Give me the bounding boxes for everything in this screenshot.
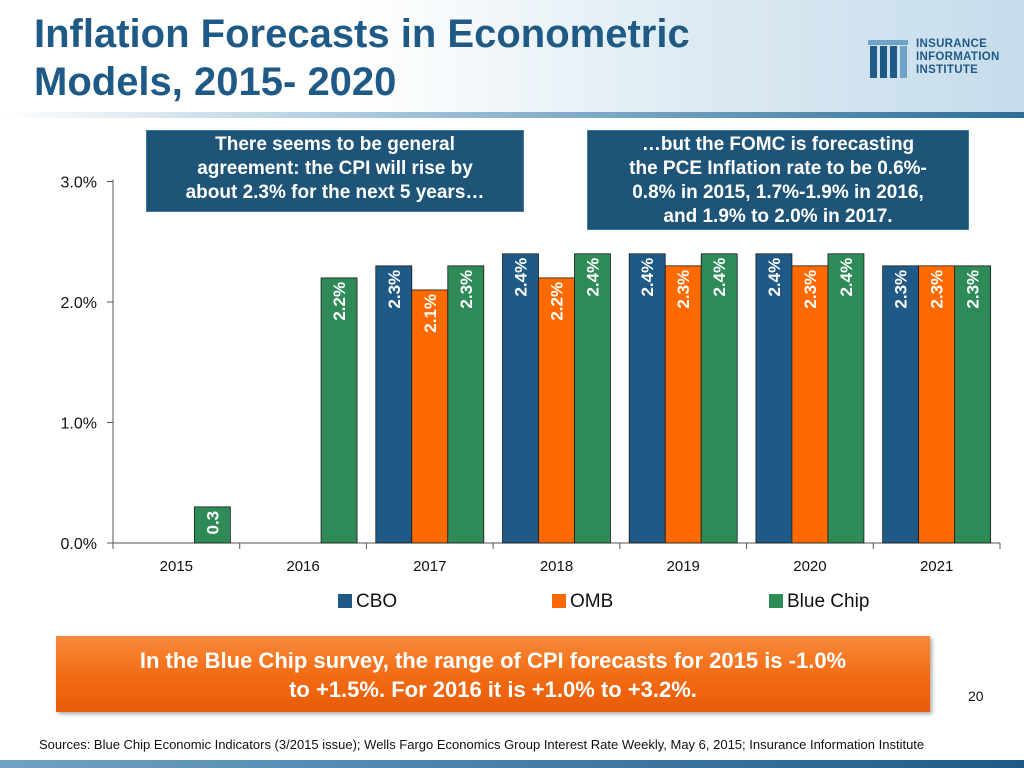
- callout-right-line-1: …but the FOMC is forecasting: [641, 134, 915, 155]
- bar-data-label: 2.1%: [421, 294, 440, 333]
- bar-cbo: [628, 253, 666, 544]
- logo-line-2: INFORMATION: [916, 51, 1000, 63]
- bar-omb: [791, 265, 829, 544]
- chart-legend: CBO OMB Blue Chip: [0, 590, 1024, 614]
- x-tick-label: 2019: [667, 558, 700, 575]
- callout-right-line-2: the PCE Inflation rate to be 0.6%-: [629, 158, 927, 179]
- legend-label-cbo: CBO: [356, 591, 398, 612]
- page-number: 20: [968, 688, 984, 704]
- header-divider: [0, 112, 1024, 118]
- legend-label-omb: OMB: [570, 591, 614, 612]
- bar-data-label: 2.2%: [330, 282, 349, 321]
- bar-data-label: 2.3%: [801, 270, 820, 309]
- bar-data-label: 2.3%: [964, 270, 983, 309]
- bar-blue-chip: [320, 277, 358, 544]
- y-tick-label: 3.0%: [61, 175, 97, 192]
- logo-wordmark: INSURANCE INFORMATION INSTITUTE: [916, 38, 1000, 77]
- x-tick-label: 2021: [920, 558, 953, 575]
- bar-data-label: 0.3: [203, 511, 222, 535]
- callout-left-line-2: agreement: the CPI will rise by: [197, 158, 473, 179]
- x-tick-label: 2017: [413, 558, 446, 575]
- iii-logo: INSURANCE INFORMATION INSTITUTE: [868, 36, 1018, 82]
- legend-label-blue-chip: Blue Chip: [787, 591, 870, 612]
- bar-omb: [664, 265, 702, 544]
- x-tick-label: 2015: [160, 558, 193, 575]
- header-band: [0, 0, 1024, 118]
- bar-data-label: 2.4%: [765, 258, 784, 297]
- bar-omb: [918, 265, 956, 544]
- banner-line-2: to +1.5%. For 2016 it is +1.0% to +3.2%.: [289, 677, 697, 702]
- x-tick-label: 2016: [286, 558, 319, 575]
- y-tick-label: 2.0%: [61, 295, 97, 312]
- bar-data-label: 2.3%: [385, 270, 404, 309]
- y-tick-label: 1.0%: [61, 416, 97, 433]
- y-tick-label: 0.0%: [61, 536, 97, 553]
- callout-right-line-3: 0.8% in 2015, 1.7%-1.9% in 2016,: [632, 182, 924, 203]
- bar-cbo: [882, 265, 920, 544]
- bar-data-label: 2.3%: [457, 270, 476, 309]
- legend-item-blue-chip: Blue Chip: [769, 590, 869, 614]
- sources-note: Sources: Blue Chip Economic Indicators (…: [39, 737, 925, 752]
- bar-cbo: [755, 253, 793, 544]
- callout-left-line-3: about 2.3% for the next 5 years…: [185, 182, 485, 203]
- bar-omb: [538, 277, 575, 544]
- bar-blue-chip: [954, 265, 992, 544]
- callout-fomc-forecast: …but the FOMC is forecasting the PCE Inf…: [587, 130, 969, 230]
- bar-blue-chip: [700, 253, 738, 544]
- bar-data-label: 2.4%: [638, 258, 657, 297]
- bar-blue-chip: [574, 253, 611, 544]
- bar-data-label: 2.4%: [837, 258, 856, 297]
- bar-data-label: 2.3%: [674, 270, 693, 309]
- footer-bar: [0, 760, 1024, 768]
- bar-data-label: 2.4%: [584, 258, 603, 297]
- logo-line-1: INSURANCE: [916, 38, 988, 50]
- legend-item-omb: OMB: [552, 590, 613, 614]
- legend-swatch-blue-chip: [769, 594, 783, 608]
- logo-mark-icon: [868, 40, 908, 78]
- bar-omb: [411, 289, 449, 544]
- page-title: Inflation Forecasts in Econometric Model…: [34, 10, 794, 106]
- bar-blue-chip: [827, 253, 865, 544]
- bar-data-label: 2.3%: [928, 270, 947, 309]
- bar-data-label: 2.4%: [512, 258, 531, 297]
- bar-data-label: 2.3%: [892, 270, 911, 309]
- title-line-2: Models, 2015- 2020: [34, 60, 397, 104]
- callout-cpi-agreement: There seems to be general agreement: the…: [146, 130, 524, 212]
- bar-data-label: 2.2%: [548, 282, 567, 321]
- callout-right-line-4: and 1.9% to 2.0% in 2017.: [663, 206, 893, 227]
- blue-chip-range-banner: In the Blue Chip survey, the range of CP…: [56, 636, 930, 712]
- inflation-bar-chart: 0.0% 1.0% 2.0% 3.0% 2015 2016 2017 2018 2019 2020…: [61, 175, 1001, 575]
- logo-line-3: INSTITUTE: [916, 64, 979, 76]
- legend-item-cbo: CBO: [338, 590, 397, 614]
- bar-blue-chip: [447, 265, 485, 544]
- x-tick-label: 2018: [540, 558, 573, 575]
- banner-line-1: In the Blue Chip survey, the range of CP…: [139, 648, 847, 673]
- title-line-1: Inflation Forecasts in Econometric: [34, 12, 690, 56]
- legend-swatch-cbo: [338, 594, 352, 608]
- legend-swatch-omb: [552, 594, 566, 608]
- bar-data-label: 2.4%: [710, 258, 729, 297]
- callout-left-line-1: There seems to be general: [215, 134, 455, 155]
- x-tick-label: 2020: [793, 558, 826, 575]
- bar-blue-chip: [193, 506, 231, 544]
